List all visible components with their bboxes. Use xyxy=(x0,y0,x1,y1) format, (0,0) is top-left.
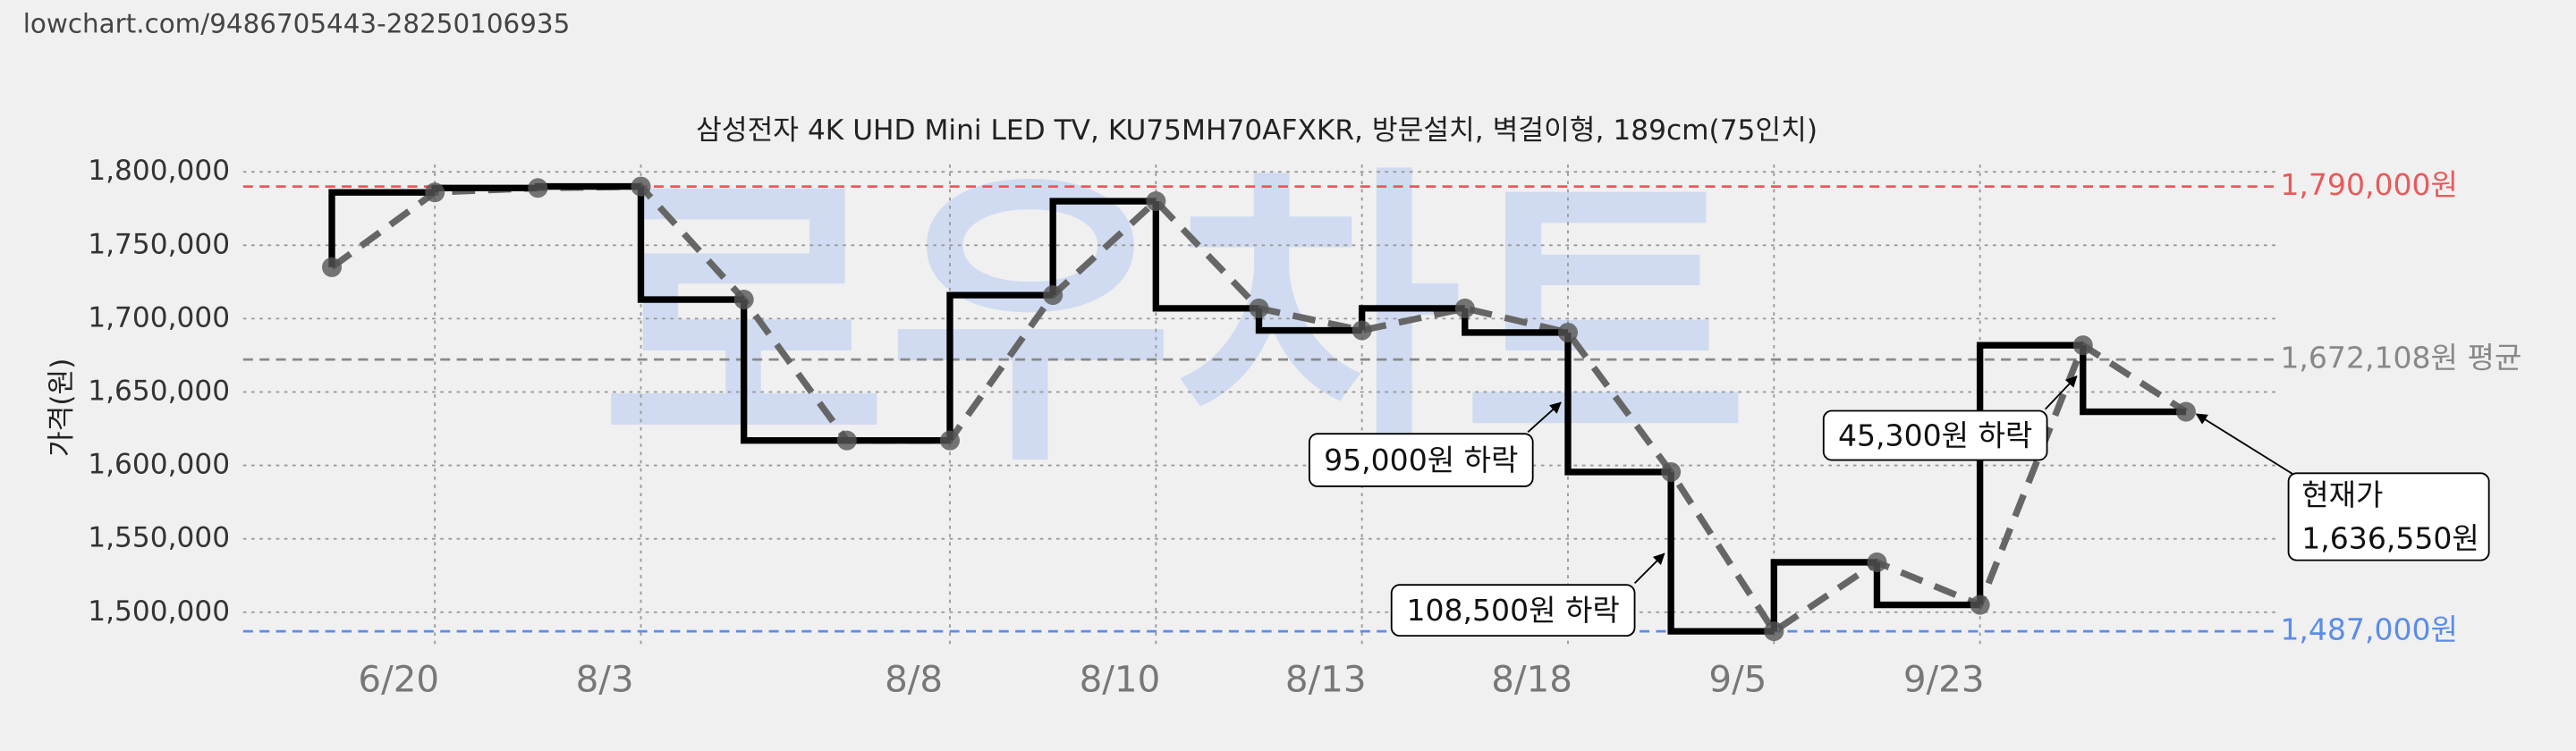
annotation-arrow xyxy=(2195,413,2298,477)
y-axis-label: 가격(원) xyxy=(46,359,78,458)
point xyxy=(1557,322,1578,343)
reference-label: 1,790,000원 xyxy=(2280,167,2458,202)
step-segment xyxy=(328,189,436,267)
step-segment xyxy=(1770,559,1877,632)
point xyxy=(1146,191,1166,212)
y-tick-label: 1,700,000 xyxy=(88,301,230,333)
annotation-arrow xyxy=(2045,375,2078,410)
step-segment xyxy=(1152,201,1259,312)
point xyxy=(425,182,445,203)
point xyxy=(1867,552,1887,572)
point xyxy=(1043,285,1063,306)
step-segment xyxy=(740,300,847,444)
x-tick-label: 8/10 xyxy=(1080,658,1161,701)
point xyxy=(528,178,548,198)
point xyxy=(1249,298,1269,318)
step-segment xyxy=(1873,561,1980,609)
annotation-text: 95,000원 하락 xyxy=(1324,443,1518,477)
step-segment xyxy=(1667,471,1775,635)
x-tick-label: 9/5 xyxy=(1708,658,1767,701)
annotation-text: 108,500원 하락 xyxy=(1406,593,1619,628)
x-tick-label: 8/13 xyxy=(1285,658,1367,701)
y-tick-label: 1,600,000 xyxy=(88,449,230,481)
reference-label: 1,487,000원 xyxy=(2280,612,2458,647)
x-tick-label: 8/18 xyxy=(1491,658,1572,701)
point xyxy=(1764,621,1784,642)
step-segment xyxy=(2080,345,2186,416)
annotation-box xyxy=(1822,409,2048,461)
step-segment xyxy=(1976,342,2083,605)
y-tick-label: 1,800,000 xyxy=(88,155,230,187)
url: lowchart.com/9486705443-28250106935 xyxy=(23,8,571,38)
chart-title: 삼성전자 4K UHD Mini LED TV, KU75MH70AFXKR, … xyxy=(696,114,1818,147)
point xyxy=(1454,298,1475,318)
watermark: 로우차트 xyxy=(600,141,1749,504)
point xyxy=(836,430,857,451)
point xyxy=(733,290,754,310)
point xyxy=(939,430,961,451)
x-tick-label: 8/3 xyxy=(576,658,634,701)
reference-label: 1,672,108원 평균 xyxy=(2280,341,2521,376)
point xyxy=(322,257,343,277)
y-tick-label: 1,550,000 xyxy=(88,522,230,554)
annotation-box xyxy=(1390,584,1636,637)
annotation-box xyxy=(2287,472,2490,561)
annotation-text: 45,300원 하락 xyxy=(1838,418,2032,452)
point xyxy=(631,176,651,197)
point xyxy=(1970,595,1990,615)
y-tick-label: 1,650,000 xyxy=(88,375,230,407)
point xyxy=(2072,335,2093,356)
point xyxy=(1661,461,1682,482)
y-tick-label: 1,750,000 xyxy=(88,228,230,260)
annotation-text: 현재가 xyxy=(2301,477,2383,512)
y-tick-label: 1,500,000 xyxy=(88,595,230,628)
step-segment xyxy=(946,291,1054,441)
point xyxy=(1352,320,1372,341)
step-segment xyxy=(637,186,744,303)
annotation-arrow xyxy=(1527,401,1562,434)
x-tick-label: 8/8 xyxy=(885,658,943,701)
x-tick-label: 9/23 xyxy=(1903,658,1985,701)
step-segment xyxy=(1564,332,1672,476)
annotation-arrow xyxy=(1633,553,1665,584)
annotation-box xyxy=(1308,433,1534,487)
x-tick-label: 6/20 xyxy=(358,658,439,701)
point xyxy=(2175,401,2196,422)
step-segment xyxy=(1049,198,1157,296)
annotation-text: 1,636,550원 xyxy=(2301,521,2479,556)
step-segment xyxy=(534,182,641,190)
